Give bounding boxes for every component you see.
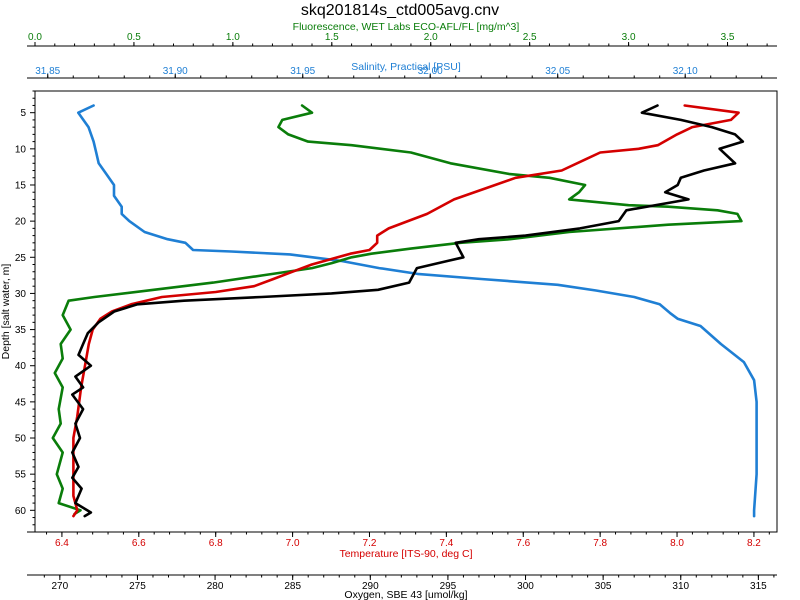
depth-tick-label: 45 (15, 397, 27, 408)
temperature-axis: 6.4 6.6 6.8 7.0 7.2 7.4 7.6 7.8 8.0 8.2 Temperatur… (27, 531, 777, 560)
chart-title: skq201814s_ctd005avg.cnv (301, 2, 499, 19)
fluorescence-tick-label: 1.5 (325, 32, 339, 43)
oxygen-tick-label: 300 (517, 581, 534, 592)
fluorescence-tick-label: 2.0 (424, 32, 438, 43)
salinity-tick-label: 31.85 (35, 66, 60, 77)
temperature-series-line (72, 104, 740, 518)
depth-tick-label: 60 (15, 506, 27, 517)
salinity-tick-label: 31.95 (290, 66, 315, 77)
depth-tick-label: 50 (15, 434, 27, 445)
oxygen-tick-label: 290 (362, 581, 379, 592)
fluorescence-tick-label: 3.5 (721, 32, 735, 43)
depth-tick-label: 15 (15, 180, 27, 191)
oxygen-tick-label: 315 (750, 581, 767, 592)
temperature-tick-label: 7.8 (593, 538, 607, 549)
fluorescence-tick-label: 3.0 (622, 32, 636, 43)
fluorescence-axis-title: Fluorescence, WET Labs ECO-AFL/FL [mg/m^… (293, 21, 520, 33)
temperature-tick-label: 7.2 (363, 538, 377, 549)
fluorescence-series-line (51, 104, 743, 516)
depth-axis: 5 10 15 20 25 30 35 40 45 50 55 60 Depth [salt water… (0, 90, 35, 533)
oxygen-tick-label: 285 (284, 581, 301, 592)
fluorescence-tick-label: 1.0 (226, 32, 240, 43)
temperature-tick-label: 8.0 (670, 538, 684, 549)
oxygen-tick-label: 280 (207, 581, 224, 592)
temperature-tick-label: 6.8 (209, 538, 223, 549)
depth-tick-label: 55 (15, 470, 27, 481)
temperature-tick-label: 6.4 (55, 538, 69, 549)
salinity-axis-title: Salinity, Practical [PSU] (351, 61, 461, 73)
plot-frame (34, 90, 778, 533)
fluorescence-tick-label: 2.5 (523, 32, 537, 43)
salinity-axis: 31.85 31.90 31.95 32.00 32.05 32.10 Salinity, … (27, 61, 777, 79)
depth-tick-label: 5 (20, 108, 26, 119)
depth-tick-label: 40 (15, 361, 27, 372)
temperature-tick-label: 8.2 (747, 538, 761, 549)
axes-layer: 0.0 0.5 1.0 1.5 2.0 2.5 3.0 3.5 Fluorescence, WE… (0, 21, 778, 600)
depth-tick-label: 30 (15, 289, 27, 300)
oxygen-tick-label: 295 (440, 581, 457, 592)
temperature-axis-title: Temperature [ITS-90, deg C] (339, 548, 472, 560)
salinity-series-line (77, 104, 758, 518)
temperature-tick-label: 6.6 (132, 538, 146, 549)
fluorescence-tick-label: 0.5 (127, 32, 141, 43)
salinity-tick-label: 31.90 (163, 66, 188, 77)
fluorescence-tick-label: 0.0 (28, 32, 42, 43)
oxygen-tick-label: 270 (51, 581, 68, 592)
oxygen-tick-label: 305 (595, 581, 612, 592)
oxygen-axis-title: Oxygen, SBE 43 [umol/kg] (344, 589, 467, 600)
depth-tick-label: 35 (15, 325, 27, 336)
depth-tick-label: 25 (15, 253, 27, 264)
temperature-tick-label: 7.6 (516, 538, 530, 549)
oxygen-tick-label: 275 (129, 581, 146, 592)
oxygen-axis: 270 275 280 285 290 295 300 305 310 315 Oxygen, SB… (27, 574, 777, 600)
series-layer (51, 104, 758, 518)
depth-axis-title: Depth [salt water, m] (0, 264, 12, 360)
salinity-tick-label: 32.00 (418, 66, 443, 77)
temperature-tick-label: 7.0 (286, 538, 300, 549)
oxygen-series-line (71, 104, 745, 518)
temperature-tick-label: 7.4 (439, 538, 453, 549)
salinity-tick-label: 32.10 (673, 66, 698, 77)
salinity-tick-label: 32.05 (545, 66, 570, 77)
fluorescence-axis: 0.0 0.5 1.0 1.5 2.0 2.5 3.0 3.5 Fluorescence, WE… (27, 21, 777, 47)
depth-tick-label: 10 (15, 144, 27, 155)
oxygen-tick-label: 310 (672, 581, 689, 592)
depth-tick-label: 20 (15, 217, 27, 228)
